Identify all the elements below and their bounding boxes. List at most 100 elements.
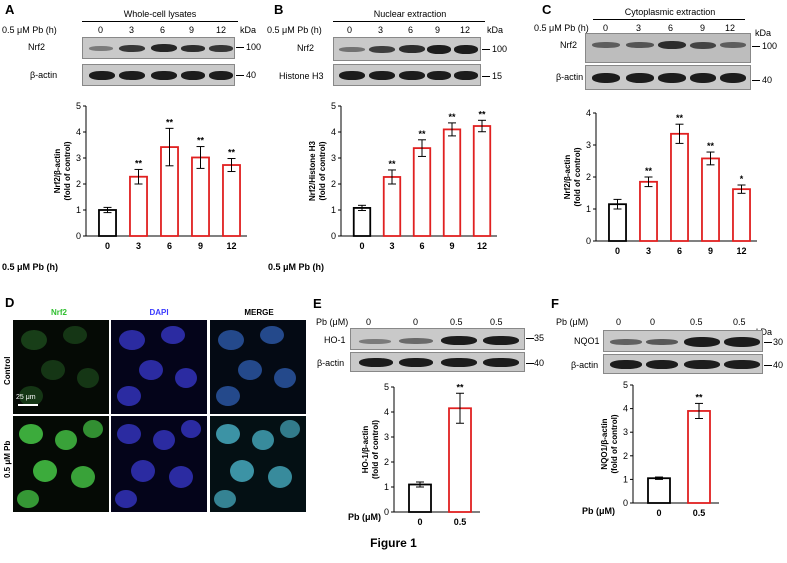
band (399, 338, 433, 344)
panel-a-marker-40: 40 (246, 70, 257, 80)
panel-d-control-dapi-image (111, 320, 207, 414)
panel-c-lane-1: 3 (636, 23, 642, 33)
y-tick-label: 0 (623, 498, 628, 508)
bar (382, 176, 402, 237)
nucleus (119, 330, 145, 350)
y-tick-label: 1 (384, 482, 389, 492)
panel-a-lane-0: 0 (98, 25, 104, 35)
nucleus (161, 326, 185, 344)
panel-f-lane-3: 0.5 (733, 317, 746, 327)
panel-b-letter: B (274, 2, 284, 17)
panel-c-lane-3: 9 (700, 23, 706, 33)
band (151, 71, 177, 80)
panel-b-nrf2-blot (333, 37, 481, 61)
band (89, 71, 115, 80)
bar (98, 209, 117, 237)
y-tick-label: 5 (76, 101, 81, 111)
y-axis-label: (fold of control) (610, 414, 619, 473)
x-tick-label: 3 (136, 241, 141, 251)
band (181, 45, 205, 52)
band (454, 71, 478, 80)
panel-a-actin-blot (82, 64, 235, 86)
panel-a-row-label-actin: β-actin (30, 70, 58, 80)
panel-a-lane-2: 6 (160, 25, 166, 35)
y-tick-label: 2 (384, 457, 389, 467)
nucleus (77, 368, 99, 388)
y-tick-label: 4 (586, 108, 591, 118)
band (658, 41, 686, 49)
panel-f-cond-label: Pb (μM) (556, 317, 589, 327)
x-tick-label: 3 (389, 241, 394, 251)
band (89, 46, 113, 51)
panel-e-bar-chart: 0 1 2 3 4 5 HO-1/β-actin (fold of control) 0 ** 0.… (361, 382, 480, 527)
panel-d-pb-merge-image (210, 416, 306, 512)
panel-b-h3-blot (333, 64, 481, 86)
panel-b-marker-tick-15 (482, 76, 490, 77)
panel-d-col-nrf2: Nrf2 (50, 308, 67, 317)
x-tick-label: 12 (477, 241, 487, 251)
nucleus (41, 360, 65, 380)
panel-a-nrf2-blot (82, 37, 235, 59)
band (399, 45, 425, 53)
panel-e-x-title: Pb (μM) (348, 512, 381, 522)
significance-mark: ** (478, 109, 486, 119)
y-tick-label: 4 (623, 404, 628, 414)
y-axis-label: (fold of control) (371, 420, 380, 479)
x-tick-label: 9 (708, 246, 713, 255)
bar (472, 125, 492, 237)
nucleus (33, 460, 57, 482)
nucleus (169, 466, 193, 488)
bar (701, 157, 720, 242)
y-tick-label: 1 (76, 205, 81, 215)
band (454, 45, 478, 54)
panel-d-row-pb: 0.5 μM Pb (3, 440, 12, 478)
x-tick-label: 9 (449, 241, 454, 251)
y-axis-label: Nrf2/Histone H3 (308, 140, 317, 201)
bar (412, 147, 432, 237)
panel-d-row-control: Control (3, 356, 12, 385)
nucleus (153, 430, 175, 450)
band (690, 42, 716, 49)
panel-b-kda: kDa (487, 25, 504, 35)
bar (408, 483, 432, 513)
y-tick-label: 3 (331, 153, 336, 163)
panel-a-caption-underline (82, 21, 238, 22)
y-axis-label: (fold of control) (573, 147, 582, 206)
band (610, 360, 642, 369)
nucleus (83, 420, 103, 438)
panel-a-marker-100: 100 (246, 42, 262, 52)
panel-b-lane-1: 3 (378, 25, 384, 35)
panel-a-lane-4: 12 (216, 25, 227, 35)
panel-c-cond-label: 0.5 μM Pb (h) (534, 23, 589, 33)
band (399, 71, 425, 80)
panel-a-lane-3: 9 (189, 25, 195, 35)
panel-c-nrf2-blot (585, 33, 751, 63)
panel-f-x-title: Pb (μM) (582, 506, 615, 516)
band (646, 339, 678, 345)
y-tick-label: 3 (76, 153, 81, 163)
y-tick-label: 5 (384, 382, 389, 392)
y-axis-label: Nrf2/β-actin (53, 149, 62, 194)
panel-e-lane-3: 0.5 (490, 317, 503, 327)
panel-b-row-label-nrf2: Nrf2 (297, 43, 315, 53)
x-tick-label: 9 (198, 241, 203, 251)
panel-d-letter: D (5, 295, 15, 310)
panel-b-lane-0: 0 (347, 25, 353, 35)
significance-mark: ** (695, 392, 703, 402)
panel-d-scale-label: 25 μm (16, 394, 36, 401)
panel-d-col-merge: MERGE (244, 308, 274, 317)
panel-f-nqo1-blot (603, 330, 763, 352)
panel-f-actin-blot (603, 354, 763, 374)
y-tick-label: 0 (586, 236, 591, 246)
band (720, 73, 746, 83)
band (369, 46, 395, 53)
bar (732, 188, 751, 242)
panel-c-row-label-nrf2: Nrf2 (560, 40, 578, 50)
nucleus (216, 386, 240, 406)
panel-e-row-label-actin: β-actin (317, 358, 345, 368)
panel-e-marker-35: 35 (534, 333, 545, 343)
band (181, 71, 205, 80)
band (646, 360, 678, 369)
y-tick-label: 2 (623, 451, 628, 461)
